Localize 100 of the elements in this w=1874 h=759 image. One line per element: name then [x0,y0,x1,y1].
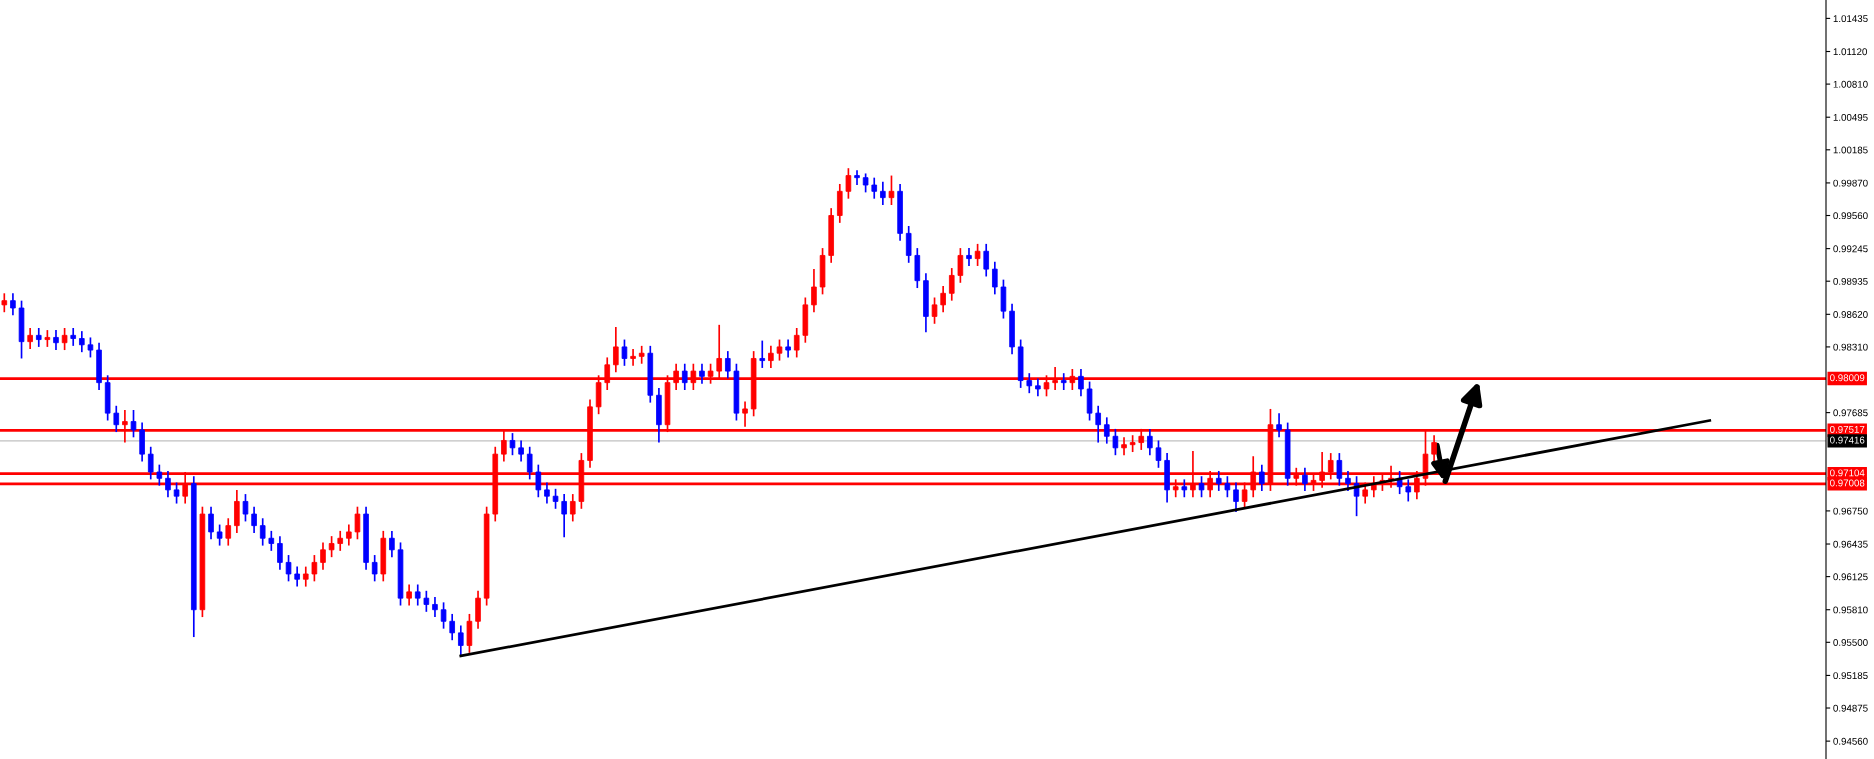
ref-line-label: 0.97517 [1830,426,1865,433]
candlestick [251,505,257,534]
candlestick [742,400,748,428]
candlestick [1078,368,1084,398]
candlestick [156,463,163,487]
candlestick [535,463,542,499]
candlestick [389,530,395,558]
candlestick [277,535,283,571]
candlestick [811,268,817,314]
candlestick [1060,372,1067,391]
candlestick [621,338,628,367]
ref-line-label: 0.97416 [1830,436,1865,444]
candlestick [561,493,567,539]
candlestick [526,445,533,481]
y-tick-label: 1.00495 [1833,113,1868,121]
y-tick-label: 0.95185 [1833,672,1868,680]
candlestick [1215,470,1222,492]
y-tick-label: 0.98310 [1833,343,1868,351]
candlestick [242,493,249,523]
candlestick [1431,434,1437,463]
candlestick [1155,439,1162,469]
candlestick [173,481,180,505]
y-tick-label: 0.95810 [1833,606,1868,614]
candlestick [225,517,232,547]
y-tick-label: 0.98620 [1833,311,1868,318]
candlestick [768,345,774,369]
candlestick [725,350,731,380]
candlestick [35,327,42,348]
candlestick [458,624,464,657]
candlestick [862,172,869,194]
candlestick [371,554,378,583]
y-tick-label: 0.99870 [1833,179,1868,187]
candlestick [992,260,998,296]
candlestick [440,601,447,630]
y-tick-label: 0.99245 [1833,245,1868,253]
candlestick [70,327,76,347]
candlestick [699,362,705,385]
candlestick [165,470,171,499]
candlestick [880,181,886,206]
candlestick [974,243,981,267]
candlestick [983,243,989,278]
candlestick [931,296,938,325]
candlestick [320,541,326,571]
ref-line-label: 0.97008 [1830,479,1865,487]
candlestick [1026,372,1033,395]
candlestick [79,330,85,354]
candlestick [87,336,94,359]
candlestick [1,292,8,314]
candlestick [449,613,455,642]
candlestick [1112,428,1119,457]
y-tick-label: 0.97685 [1833,409,1868,417]
candlestick [1147,428,1153,457]
y-tick-label: 1.00810 [1833,80,1868,88]
y-tick-label: 0.98935 [1833,277,1868,285]
candlestick [337,530,344,552]
candlestick [1259,463,1265,492]
candlestick [1224,475,1231,499]
candlestick [27,327,33,350]
candlestick [414,583,421,607]
candlestick [552,487,559,510]
candlestick [845,167,852,200]
candlestick [475,589,481,630]
candlestick [311,554,318,583]
candlestick [509,432,516,457]
candlestick [1345,470,1351,492]
candlestick [1233,481,1239,513]
candlestick [216,523,223,547]
candlestick [285,554,292,583]
candlestick [113,404,120,433]
y-tick-label: 0.99560 [1833,212,1868,220]
y-tick-label: 0.96125 [1833,573,1868,581]
candlestick [871,176,878,200]
candlestick [61,327,68,351]
candlestick [53,329,59,351]
candlestick [544,481,550,505]
candlestick [854,169,860,186]
candlestick [681,362,688,391]
candlestick [638,345,645,365]
y-tick-label: 0.96435 [1833,540,1868,548]
candlestick [10,292,16,317]
candlestick [1121,436,1127,457]
candlestick [948,267,955,302]
candlestick [905,225,912,264]
y-tick-label: 0.94560 [1833,737,1868,745]
y-tick-label: 0.94875 [1833,704,1868,712]
candlestick [776,338,783,362]
candlestick [406,583,412,607]
candlestick [518,439,524,463]
y-tick-label: 1.01120 [1833,48,1867,56]
candlestick [630,348,636,367]
candlestick [1276,412,1282,439]
candlestick [1336,452,1343,487]
candlestick [259,517,266,547]
candlestick [1405,478,1412,503]
y-tick-label: 1.00185 [1833,146,1868,154]
candlestick [888,174,895,206]
candlestick [613,326,619,373]
candlestick [130,409,137,439]
candlestick [759,339,766,369]
candlestick [302,565,309,588]
